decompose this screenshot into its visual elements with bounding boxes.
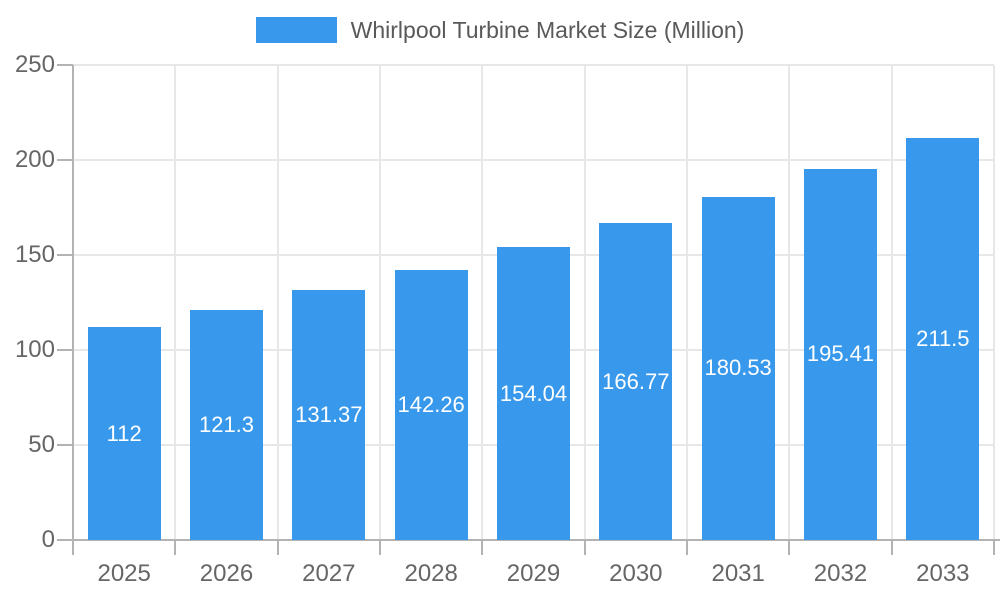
- gridline-horizontal: [73, 159, 994, 161]
- gridline-vertical: [174, 65, 177, 540]
- gridline-vertical: [890, 65, 893, 540]
- bar-value-label: 195.41: [806, 341, 875, 367]
- y-tick-label: 50: [28, 431, 55, 458]
- bar-value-label: 131.37: [295, 402, 363, 428]
- bar-value-label: 180.53: [704, 355, 772, 381]
- gridline-vertical: [379, 65, 381, 540]
- legend-swatch-icon: [255, 17, 337, 43]
- x-tick-label: 2033: [916, 560, 970, 587]
- y-tick-label: 0: [41, 526, 55, 553]
- x-tick: [993, 540, 995, 555]
- x-tick: [276, 540, 279, 555]
- x-tick-label: 2032: [813, 560, 868, 587]
- gridline-vertical: [481, 65, 484, 540]
- gridline-vertical: [993, 65, 995, 540]
- y-tick: [57, 349, 73, 351]
- x-tick: [788, 540, 791, 555]
- x-tick-label: 2026: [199, 560, 254, 587]
- bar-2032: 195.41: [804, 168, 877, 540]
- bar-value-label: 121.3: [198, 411, 255, 437]
- y-tick: [57, 254, 73, 256]
- gridline-horizontal: [73, 64, 994, 66]
- x-tick: [890, 540, 893, 555]
- x-tick-label: 2029: [506, 560, 561, 587]
- x-tick: [583, 540, 586, 555]
- bar-2025: 112: [87, 327, 161, 540]
- bar-value-label: 154.04: [499, 380, 568, 406]
- chart-legend: Whirlpool Turbine Market Size (Million): [0, 17, 1000, 43]
- x-tick: [379, 540, 381, 555]
- gridline-vertical: [686, 65, 688, 540]
- legend-label: Whirlpool Turbine Market Size (Million): [350, 17, 745, 43]
- y-axis-line: [72, 65, 74, 555]
- bar-2026: 121.3: [190, 309, 263, 540]
- bar-2028: 142.26: [394, 269, 468, 540]
- bar-2031: 180.53: [701, 196, 775, 540]
- y-tick: [57, 159, 73, 161]
- x-tick-label: 2031: [711, 560, 765, 587]
- y-tick-label: 200: [14, 146, 55, 173]
- bar-value-label: 166.77: [602, 368, 670, 394]
- bar-2030: 166.77: [599, 223, 673, 540]
- gridline-vertical: [276, 65, 279, 540]
- x-tick: [481, 540, 484, 555]
- x-tick: [72, 540, 74, 555]
- gridline-vertical: [788, 65, 791, 540]
- x-tick-label: 2028: [404, 560, 458, 587]
- y-tick: [57, 64, 73, 66]
- x-tick-label: 2025: [97, 560, 151, 587]
- x-tick-label: 2027: [302, 560, 356, 587]
- x-axis-line: [57, 539, 1000, 541]
- bar-2033: 211.5: [906, 138, 980, 540]
- bar-2027: 131.37: [292, 290, 366, 540]
- bar-2029: 154.04: [497, 247, 570, 540]
- y-tick-label: 100: [14, 336, 55, 363]
- x-tick: [174, 540, 177, 555]
- x-tick-label: 2030: [609, 560, 663, 587]
- y-tick-label: 250: [14, 51, 55, 78]
- bar-value-label: 142.26: [397, 391, 465, 417]
- y-tick: [57, 444, 73, 446]
- y-tick-label: 150: [14, 241, 55, 268]
- x-tick: [686, 540, 688, 555]
- gridline-vertical: [583, 65, 586, 540]
- bar-value-label: 211.5: [916, 326, 970, 352]
- bar-value-label: 112: [106, 420, 142, 446]
